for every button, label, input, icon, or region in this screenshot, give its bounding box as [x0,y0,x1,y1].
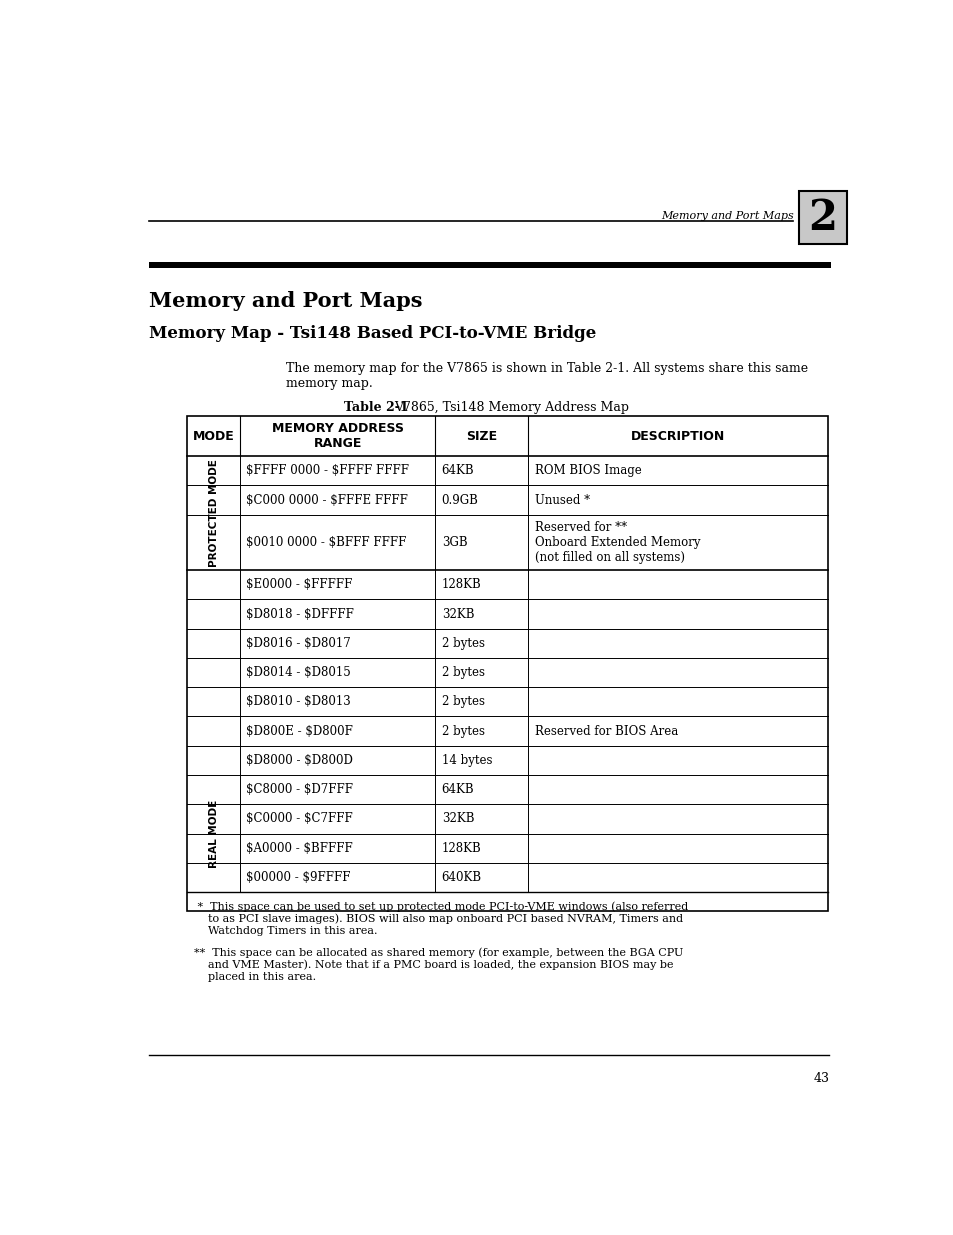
Text: \$00000 - \$9FFFF: \$00000 - \$9FFFF [246,871,351,884]
Text: 64KB: 64KB [441,464,474,478]
Text: 64KB: 64KB [441,783,474,797]
Bar [149,262,830,268]
Text: 2: 2 [807,196,837,238]
Text: 2 bytes: 2 bytes [441,637,484,650]
Text: 2 bytes: 2 bytes [441,666,484,679]
Text: \$FFFF 0000 - \$FFFF FFFF: \$FFFF 0000 - \$FFFF FFFF [246,464,409,478]
Text: 32KB: 32KB [441,813,474,825]
Text: The memory map for the V7865 is shown in Table 2-1. All systems share this same
: The memory map for the V7865 is shown in… [286,362,807,390]
Text: *  This space can be used to set up protected mode PCI-to-VME windows (also refe: * This space can be used to set up prote… [193,902,687,936]
Text: \$C8000 - \$D7FFF: \$C8000 - \$D7FFF [246,783,353,797]
Text: ROM BIOS Image: ROM BIOS Image [534,464,640,478]
Text: **  This space can be allocated as shared memory (for example, between the BGA C: ** This space can be allocated as shared… [193,947,682,982]
Text: Unused *: Unused * [534,494,589,506]
Text: MODE: MODE [193,430,234,442]
Text: Table 2-1: Table 2-1 [344,401,408,414]
Text: 43: 43 [812,1072,828,1086]
Text: 2 bytes: 2 bytes [441,725,484,737]
Text: \$C0000 - \$C7FFF: \$C0000 - \$C7FFF [246,813,353,825]
Text: DESCRIPTION: DESCRIPTION [631,430,725,442]
Text: Memory and Port Maps: Memory and Port Maps [660,211,793,221]
Text: 2 bytes: 2 bytes [441,695,484,709]
Text: PROTECTED MODE: PROTECTED MODE [209,459,218,567]
Text: 32KB: 32KB [441,608,474,620]
Text: Memory Map - Tsi148 Based PCI-to-VME Bridge: Memory Map - Tsi148 Based PCI-to-VME Bri… [149,325,596,342]
Text: MEMORY ADDRESS
RANGE: MEMORY ADDRESS RANGE [272,422,403,451]
Text: 0.9GB: 0.9GB [441,494,478,506]
Text: \$C000 0000 - \$FFFE FFFF: \$C000 0000 - \$FFFE FFFF [246,494,408,506]
Text: 128KB: 128KB [441,578,481,592]
Text: \$D800E - \$D800F: \$D800E - \$D800F [246,725,353,737]
Text: 640KB: 640KB [441,871,481,884]
Text: \$D8016 - \$D8017: \$D8016 - \$D8017 [246,637,351,650]
Text: 3GB: 3GB [441,536,467,548]
Text: 128KB: 128KB [441,841,481,855]
Text: 14 bytes: 14 bytes [441,753,492,767]
Text: \$E0000 - \$FFFFF: \$E0000 - \$FFFFF [246,578,353,592]
Text: Memory and Port Maps: Memory and Port Maps [149,290,422,311]
Text: Reserved for BIOS Area: Reserved for BIOS Area [534,725,678,737]
Text: \$D8010 - \$D8013: \$D8010 - \$D8013 [246,695,351,709]
FancyBboxPatch shape [798,190,846,245]
Text: \$0010 0000 - \$BFFF FFFF: \$0010 0000 - \$BFFF FFFF [246,536,406,548]
Text: \$A0000 - \$BFFFF: \$A0000 - \$BFFFF [246,841,353,855]
Text: \$D8014 - \$D8015: \$D8014 - \$D8015 [246,666,351,679]
Text: SIZE: SIZE [466,430,497,442]
Text: \$D8000 - \$D800D: \$D8000 - \$D800D [246,753,353,767]
Bar [187,416,827,910]
Text: REAL MODE: REAL MODE [209,799,218,868]
Text: Reserved for **
Onboard Extended Memory
(not filled on all systems): Reserved for ** Onboard Extended Memory … [534,521,700,564]
Text: V7865, Tsi148 Memory Address Map: V7865, Tsi148 Memory Address Map [394,401,629,414]
Text: \$D8018 - \$DFFFF: \$D8018 - \$DFFFF [246,608,354,620]
